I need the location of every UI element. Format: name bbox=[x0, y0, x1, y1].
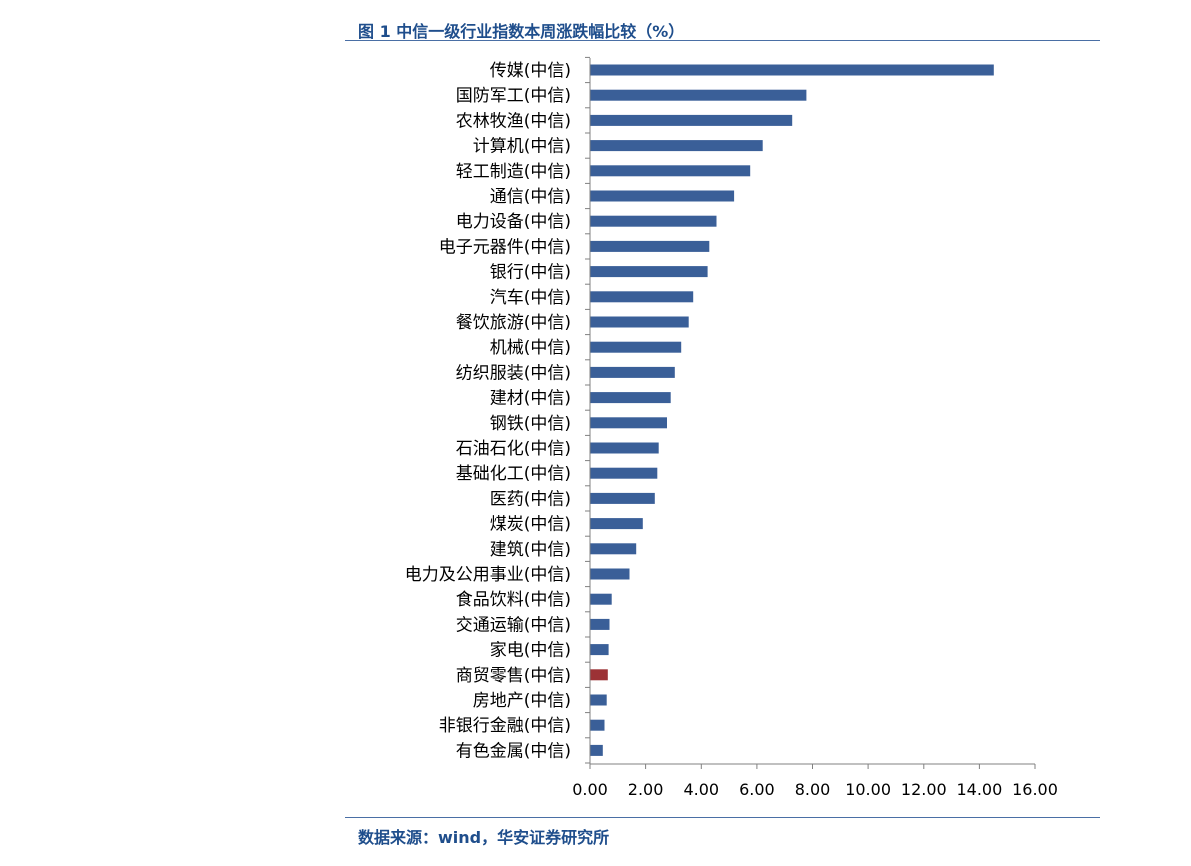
top-rule bbox=[345, 40, 1100, 41]
category-label: 医药(中信) bbox=[490, 489, 571, 509]
x-tick-label: 2.00 bbox=[628, 780, 664, 799]
category-label: 汽车(中信) bbox=[490, 288, 571, 308]
category-label: 电子元器件(中信) bbox=[439, 237, 571, 257]
bar bbox=[590, 341, 682, 353]
bar bbox=[590, 215, 717, 227]
bar bbox=[590, 392, 671, 404]
bar bbox=[590, 89, 807, 101]
bar bbox=[590, 669, 608, 681]
x-tick-label: 8.00 bbox=[795, 780, 831, 799]
category-label: 纺织服装(中信) bbox=[456, 363, 571, 383]
x-tick-label: 16.00 bbox=[1012, 780, 1058, 799]
x-tick-label: 4.00 bbox=[683, 780, 719, 799]
figure-title: 图 1 中信一级行业指数本周涨跌幅比较（%） bbox=[358, 22, 685, 41]
bar bbox=[590, 543, 637, 555]
bar bbox=[590, 114, 793, 126]
category-label: 建筑(中信) bbox=[490, 540, 571, 560]
category-label: 石油石化(中信) bbox=[456, 439, 571, 459]
category-label: 计算机(中信) bbox=[473, 137, 571, 157]
bar bbox=[590, 593, 612, 605]
bar bbox=[590, 140, 763, 152]
category-label: 银行(中信) bbox=[490, 263, 571, 283]
bar bbox=[590, 442, 659, 454]
bottom-rule bbox=[345, 817, 1100, 818]
category-label: 餐饮旅游(中信) bbox=[456, 313, 571, 333]
category-label: 轻工制造(中信) bbox=[456, 162, 571, 182]
category-label: 建材(中信) bbox=[490, 389, 571, 409]
x-tick-label: 10.00 bbox=[845, 780, 891, 799]
bar bbox=[590, 366, 675, 378]
x-tick-label: 6.00 bbox=[739, 780, 775, 799]
bar bbox=[590, 417, 667, 429]
bar bbox=[590, 644, 609, 656]
bar bbox=[590, 316, 689, 328]
bar bbox=[590, 64, 994, 76]
bar bbox=[590, 467, 658, 479]
category-label: 农林牧渔(中信) bbox=[456, 111, 571, 131]
bar bbox=[590, 266, 708, 278]
bar bbox=[590, 492, 655, 504]
x-tick-label: 12.00 bbox=[901, 780, 947, 799]
category-label: 煤炭(中信) bbox=[490, 515, 571, 535]
bar bbox=[590, 240, 710, 252]
category-label: 传媒(中信) bbox=[490, 61, 571, 81]
category-label: 食品饮料(中信) bbox=[456, 590, 571, 610]
bar bbox=[590, 518, 643, 530]
category-label: 电力设备(中信) bbox=[456, 212, 571, 232]
category-label: 通信(中信) bbox=[490, 187, 571, 207]
bar bbox=[590, 618, 610, 630]
category-label: 商贸零售(中信) bbox=[456, 666, 571, 686]
x-tick-label: 14.00 bbox=[956, 780, 1002, 799]
category-label: 有色金属(中信) bbox=[456, 741, 571, 761]
bar bbox=[590, 694, 607, 706]
category-label: 家电(中信) bbox=[490, 641, 571, 661]
x-tick-label: 0.00 bbox=[572, 780, 608, 799]
category-label: 国防军工(中信) bbox=[456, 86, 571, 106]
bar bbox=[590, 165, 751, 177]
bar bbox=[590, 190, 735, 202]
bar bbox=[590, 744, 603, 756]
bar bbox=[590, 568, 630, 580]
category-label: 机械(中信) bbox=[490, 338, 571, 358]
bar bbox=[590, 719, 605, 731]
category-label: 电力及公用事业(中信) bbox=[405, 565, 571, 585]
category-label: 房地产(中信) bbox=[473, 691, 571, 711]
category-label: 非银行金融(中信) bbox=[439, 716, 571, 736]
category-label: 交通运输(中信) bbox=[456, 615, 571, 635]
source-note: 数据来源：wind，华安证券研究所 bbox=[358, 828, 610, 847]
bar bbox=[590, 291, 694, 303]
category-label: 基础化工(中信) bbox=[456, 464, 571, 484]
category-label: 钢铁(中信) bbox=[490, 414, 571, 434]
